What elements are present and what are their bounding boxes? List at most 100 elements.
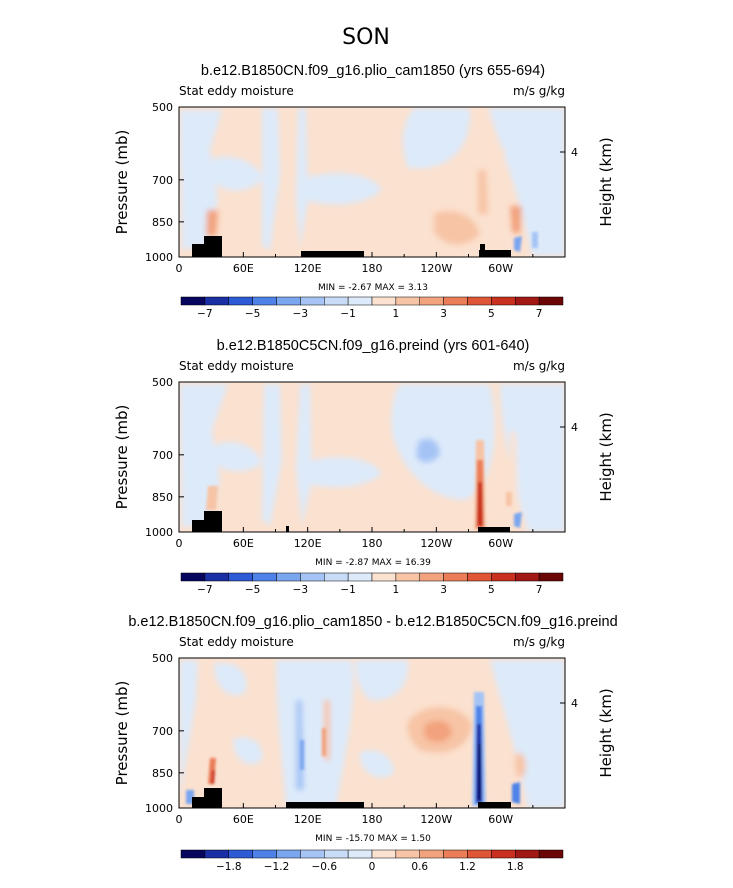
y-axis-label: Pressure (mb): [113, 130, 131, 235]
colorbar-label: −0.6: [312, 861, 338, 873]
x-tick-label: 60E: [233, 537, 254, 550]
colorbar-swatch: [300, 572, 325, 582]
colorbar-swatch: [324, 296, 349, 306]
y-tick-label: 500: [152, 101, 173, 114]
colorbar-swatch: [395, 849, 420, 859]
x-tick-label: 180: [362, 262, 383, 275]
y-tick-label: 1000: [145, 251, 173, 264]
colorbar-label: −7: [197, 308, 212, 320]
colorbar-label: 7: [536, 584, 543, 596]
x-tick-label: 180: [362, 537, 383, 550]
panel-1-left-label: Stat eddy moisture: [179, 84, 294, 98]
x-tick-label: 0: [176, 262, 183, 275]
y-tick-label: 1000: [145, 526, 173, 539]
colorbar-swatch: [491, 849, 516, 859]
x-tick-label: 120W: [420, 262, 452, 275]
panel-3-left-label: Stat eddy moisture: [179, 635, 294, 649]
colorbar-label: −5: [245, 308, 260, 320]
x-tick-label: 0: [176, 537, 183, 550]
panel-3-field: [179, 658, 565, 808]
y-tick-label: 700: [152, 174, 173, 187]
colorbar-swatch: [204, 296, 229, 306]
panel-3-minmax: MIN = -15.70 MAX = 1.50: [315, 834, 431, 844]
colorbar-swatch: [443, 849, 468, 859]
x-tick-label: 120E: [294, 813, 322, 826]
colorbar-label: 0: [369, 861, 376, 873]
panel-3: b.e12.B1850CN.f09_g16.plio_cam1850 - b.e…: [113, 614, 618, 873]
colorbar-label: −3: [293, 584, 308, 596]
figure-title: SON: [342, 25, 390, 50]
panel-2-axes: 0 60E 120E 180 120W 60W 500 700 850 1000 Pressure …: [113, 376, 615, 550]
colorbar-label: −5: [245, 584, 260, 596]
panel-2-left-label: Stat eddy moisture: [179, 359, 294, 373]
colorbar-swatch: [395, 296, 420, 306]
height-tick-label: 4: [571, 146, 578, 159]
y-tick-label: 850: [152, 216, 173, 229]
colorbar-label: 5: [488, 584, 495, 596]
colorbar-swatch: [204, 572, 229, 582]
colorbar-swatch: [419, 849, 444, 859]
y-tick-label: 500: [152, 652, 173, 665]
x-tick-label: 60E: [233, 813, 254, 826]
y-tick-label: 700: [152, 449, 173, 462]
x-tick-label: 60E: [233, 262, 254, 275]
y-tick-label: 850: [152, 767, 173, 780]
colorbar-swatch: [443, 296, 468, 306]
colorbar-swatch: [300, 849, 325, 859]
colorbar-label: 1: [393, 584, 400, 596]
colorbar-label: 1: [393, 308, 400, 320]
x-tick-label: 180: [362, 813, 383, 826]
colorbar-swatch: [419, 572, 444, 582]
height-axis-label: Height (km): [597, 688, 615, 777]
colorbar-label: 3: [440, 308, 447, 320]
height-tick-label: 4: [571, 421, 578, 434]
panel-3-right-label: m/s g/kg: [513, 635, 565, 649]
colorbar-label: 3: [440, 584, 447, 596]
colorbar-label: 7: [536, 308, 543, 320]
y-tick-label: 700: [152, 725, 173, 738]
colorbar-swatch: [300, 296, 325, 306]
colorbar-swatch: [371, 296, 397, 306]
x-tick-label: 0: [176, 813, 183, 826]
colorbar-swatch: [228, 296, 253, 306]
panel-2-right-label: m/s g/kg: [513, 359, 565, 373]
panel-3-colorbar: −1.8 −1.2 −0.6 0 0.6 1.2 1.8: [180, 849, 564, 873]
x-tick-label: 60W: [488, 262, 513, 275]
colorbar-swatch: [538, 296, 564, 306]
panel-1: b.e12.B1850CN.f09_g16.plio_cam1850 (yrs …: [113, 63, 615, 320]
x-tick-label: 120W: [420, 537, 452, 550]
height-tick-label: 4: [571, 697, 578, 710]
colorbar-swatch: [252, 572, 277, 582]
colorbar-swatch: [467, 849, 492, 859]
colorbar-swatch: [228, 849, 253, 859]
colorbar-swatch: [347, 296, 373, 306]
panel-2: b.e12.B1850C5CN.f09_g16.preind (yrs 601-…: [113, 338, 615, 596]
panel-1-colorbar: −7 −5 −3 −1 1 3 5 7: [180, 296, 564, 320]
colorbar-label: 0.6: [411, 861, 428, 873]
colorbar-swatch: [347, 572, 373, 582]
y-tick-label: 850: [152, 491, 173, 504]
colorbar-label: −1.8: [216, 861, 242, 873]
panel-1-minmax: MIN = -2.67 MAX = 3.13: [318, 283, 428, 293]
panel-1-title: b.e12.B1850CN.f09_g16.plio_cam1850 (yrs …: [201, 63, 545, 79]
colorbar-label: −1: [340, 584, 355, 596]
colorbar-swatch: [467, 296, 492, 306]
colorbar-swatch: [371, 849, 397, 859]
panel-2-minmax: MIN = -2.87 MAX = 16.39: [315, 558, 431, 568]
colorbar-swatch: [491, 572, 516, 582]
height-axis-label: Height (km): [597, 412, 615, 501]
y-tick-label: 500: [152, 376, 173, 389]
colorbar-swatch: [252, 849, 277, 859]
colorbar-swatch: [180, 849, 206, 859]
panel-1-axes: 0 60E 120E 180 120W 60W 500 700 850 1000 Pressure …: [113, 101, 615, 275]
y-tick-label: 1000: [145, 802, 173, 815]
colorbar-swatch: [371, 572, 397, 582]
colorbar-label: 1.8: [507, 861, 524, 873]
colorbar-swatch: [324, 572, 349, 582]
colorbar-label: −3: [293, 308, 308, 320]
colorbar-swatch: [538, 572, 564, 582]
colorbar-label: 1.2: [459, 861, 476, 873]
panel-2-title: b.e12.B1850C5CN.f09_g16.preind (yrs 601-…: [217, 338, 530, 354]
colorbar-swatch: [515, 572, 540, 582]
